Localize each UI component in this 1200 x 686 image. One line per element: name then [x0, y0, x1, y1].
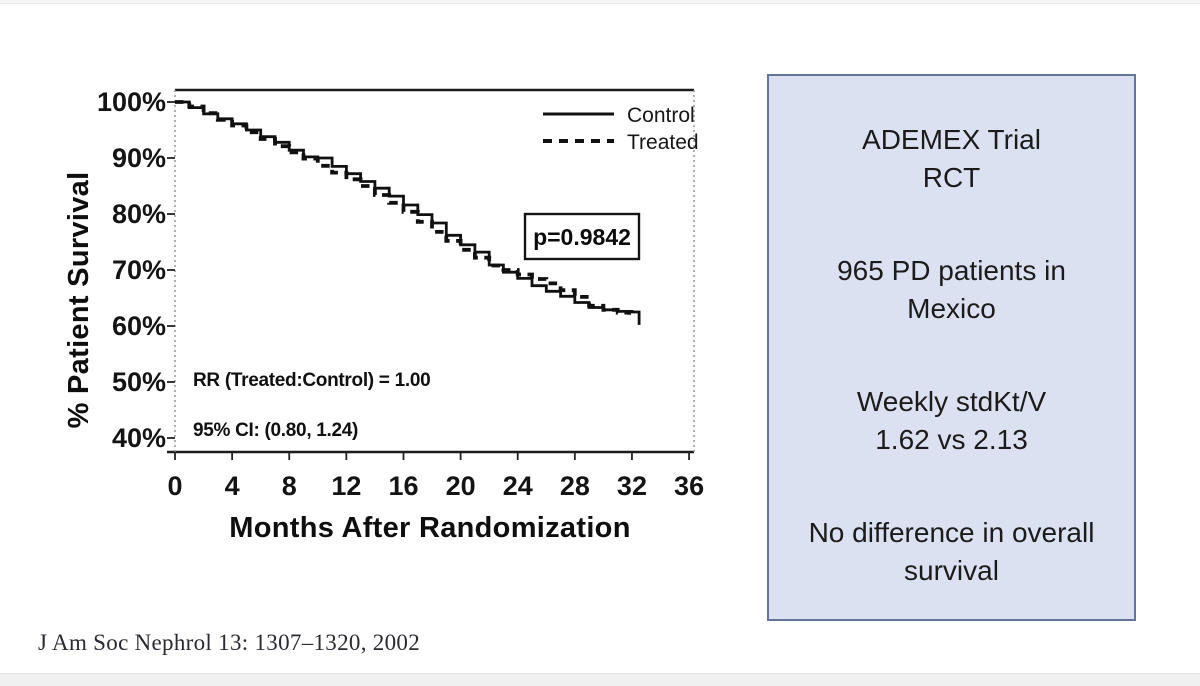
p-value-text: p=0.9842 [533, 224, 631, 250]
result-line-2: survival [904, 555, 999, 586]
journal-citation: J Am Soc Nephrol 13: 1307–1320, 2002 [38, 630, 420, 655]
treated-survival-curve [175, 100, 631, 315]
spacer-line [781, 197, 1122, 252]
legend-label-treated: Treated [627, 131, 699, 154]
control-survival-curve [175, 100, 641, 325]
spacer-line [781, 459, 1122, 514]
population-line-1: 965 PD patients in [837, 255, 1066, 286]
x-tick-label: 8 [282, 471, 297, 501]
x-tick-label: 20 [446, 471, 476, 501]
y-axis-title: % Patient Survival [63, 172, 95, 429]
trial-design-line: RCT [922, 162, 981, 193]
y-tick-label: 40% [112, 423, 166, 453]
axis-ticks: 0 4 8 12 16 20 24 28 32 36 100% 90% 80% 70% 60% 50% 40% [97, 87, 704, 501]
legend: Control Treated [543, 104, 699, 154]
ci-annotation: 95% CI: (0.80, 1.24) [193, 420, 358, 441]
trial-name-line: ADEMEX Trial [862, 124, 1041, 155]
population-line-2: Mexico [907, 293, 996, 324]
x-tick-label: 28 [560, 471, 590, 501]
y-tick-label: 70% [112, 255, 166, 285]
x-axis-title: Months After Randomization [229, 512, 630, 544]
rr-annotation: RR (Treated:Control) = 1.00 [193, 370, 430, 391]
trial-summary-panel: ADEMEX Trial RCT 965 PD patients in Mexi… [767, 74, 1136, 621]
y-tick-label: 100% [97, 87, 166, 117]
p-value-box [523, 212, 641, 261]
result-line-1: No difference in overall [808, 517, 1095, 548]
dose-line-2: 1.62 vs 2.13 [875, 424, 1028, 455]
x-tick-label: 24 [503, 471, 533, 501]
legend-label-control: Control [627, 104, 695, 127]
p-value-annotation: p=0.9842 [523, 212, 641, 261]
x-tick-label: 4 [225, 471, 240, 501]
x-tick-label: 0 [167, 471, 182, 501]
dose-line-1: Weekly stdKt/V [856, 386, 1047, 417]
spacer-line [781, 328, 1122, 383]
x-tick-label: 16 [388, 471, 418, 501]
y-tick-label: 60% [112, 311, 166, 341]
y-tick-label: 90% [112, 143, 166, 173]
top-edge-strip [0, 0, 1200, 4]
x-tick-label: 36 [674, 471, 704, 501]
bottom-edge-strip [0, 673, 1200, 686]
x-tick-label: 12 [331, 471, 361, 501]
y-tick-label: 80% [112, 199, 166, 229]
y-tick-label: 50% [112, 367, 166, 397]
x-tick-label: 32 [617, 471, 647, 501]
